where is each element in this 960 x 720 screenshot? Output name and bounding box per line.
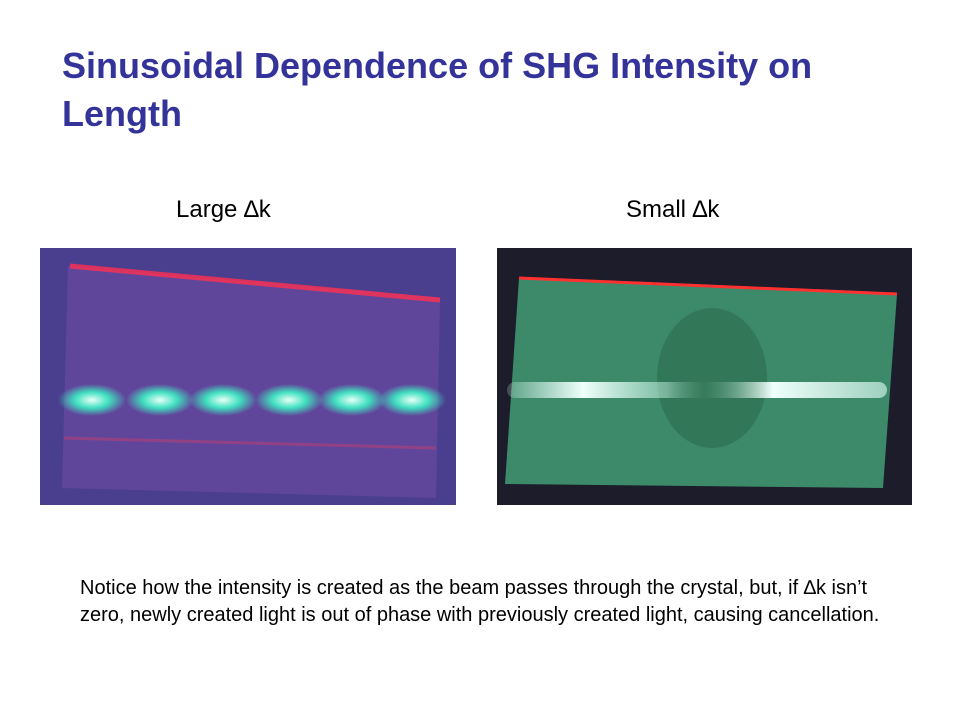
image-caption: Small ∆k [626, 196, 720, 223]
image-caption: Large ∆k [176, 196, 271, 223]
large-dk-photo [40, 248, 456, 505]
small-dk-photo [497, 248, 912, 505]
slide-title: Sinusoidal Dependence of SHG Intensity o… [62, 45, 813, 134]
body-text: Notice how the intensity is created as t… [80, 577, 880, 626]
